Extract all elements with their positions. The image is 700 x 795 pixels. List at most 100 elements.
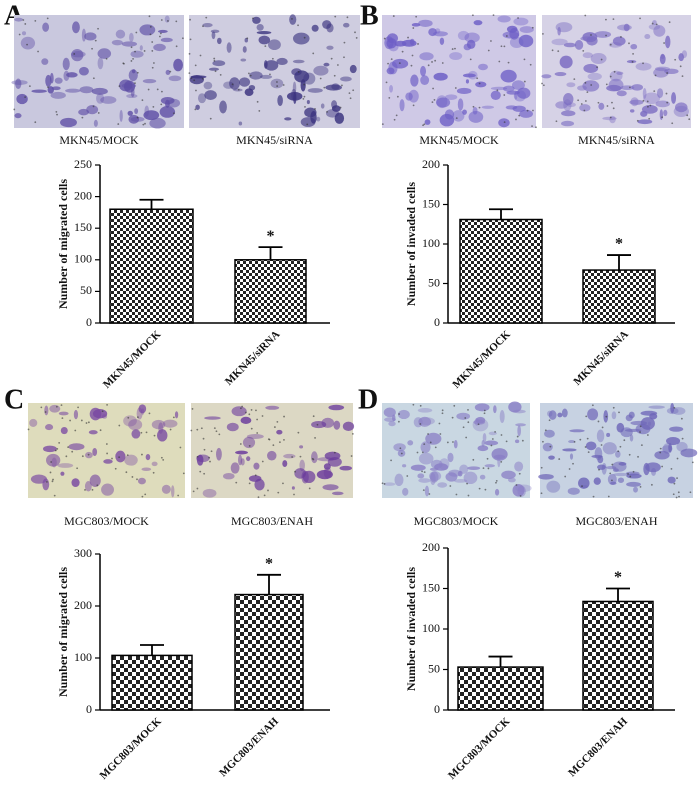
pore <box>582 49 585 52</box>
pore <box>600 444 603 446</box>
cell <box>629 99 644 105</box>
cell <box>616 71 624 75</box>
pore <box>432 87 434 90</box>
pore <box>676 477 678 480</box>
cell <box>497 15 511 23</box>
cell <box>88 430 98 435</box>
cell <box>197 93 207 104</box>
pore <box>495 481 497 484</box>
pore <box>175 20 178 23</box>
cell <box>93 119 98 127</box>
pore <box>106 452 109 455</box>
pore <box>13 108 16 111</box>
pore <box>314 437 316 439</box>
pore <box>586 437 589 440</box>
y-tick-label: 100 <box>74 650 92 664</box>
cell <box>238 454 243 466</box>
cell <box>249 71 263 80</box>
pore <box>137 416 139 419</box>
pore <box>249 74 252 77</box>
cell <box>115 450 126 463</box>
cell <box>464 32 480 43</box>
y-tick-label: 150 <box>74 220 92 234</box>
cell <box>673 105 689 118</box>
pore <box>431 101 434 104</box>
x-tick-label: MKN45/siRNA <box>571 328 631 388</box>
pore <box>81 455 84 458</box>
pore <box>276 81 278 83</box>
cell <box>410 464 426 471</box>
pore <box>423 123 426 126</box>
pore <box>213 427 216 430</box>
pore <box>591 404 594 407</box>
pore <box>237 88 240 91</box>
cell <box>97 48 112 59</box>
error-bar <box>606 587 630 602</box>
pore <box>303 36 306 39</box>
pore <box>438 422 441 425</box>
cell <box>289 14 297 25</box>
pore <box>312 458 315 461</box>
cell <box>582 52 593 59</box>
pore <box>422 489 425 492</box>
pore <box>446 441 449 444</box>
y-tick-label: 100 <box>74 252 92 266</box>
cell <box>282 460 288 468</box>
cell <box>340 76 352 82</box>
cell <box>331 491 344 496</box>
cell <box>326 45 334 50</box>
cell <box>126 94 138 99</box>
pore <box>407 36 409 39</box>
cell <box>640 417 655 430</box>
image-caption: MKN45/siRNA <box>236 133 313 147</box>
cell <box>129 32 134 43</box>
pore <box>134 50 136 53</box>
pore <box>348 92 351 95</box>
y-tick-label: 200 <box>422 157 440 171</box>
pore <box>303 95 306 98</box>
cell <box>96 93 105 104</box>
error-bar <box>140 644 164 656</box>
pore <box>487 467 490 470</box>
cell <box>78 108 90 116</box>
cell <box>242 436 256 449</box>
pore <box>193 79 196 82</box>
pore <box>24 23 27 25</box>
pore <box>261 415 264 417</box>
x-tick-label: MKN45/MOCK <box>450 328 513 391</box>
cell <box>499 410 505 424</box>
cell <box>292 81 297 95</box>
pore <box>172 416 175 419</box>
pore <box>203 448 206 451</box>
pore <box>336 64 339 66</box>
cell <box>63 70 70 81</box>
cell <box>410 74 419 87</box>
pore <box>263 494 266 497</box>
cell <box>424 485 430 497</box>
cell <box>519 26 534 33</box>
pore <box>84 489 86 491</box>
pore <box>628 42 630 45</box>
pore <box>111 457 113 460</box>
pore <box>618 411 620 414</box>
cell <box>103 459 113 464</box>
cell <box>73 409 79 420</box>
pore <box>653 90 656 92</box>
pore <box>44 411 47 413</box>
cell <box>276 57 288 65</box>
cell <box>574 40 584 50</box>
y-tick-label: 100 <box>422 621 440 635</box>
cell <box>388 421 396 427</box>
x-tick-label: MGC803/MOCK <box>446 715 513 782</box>
cell <box>145 453 151 461</box>
pore <box>213 59 216 62</box>
pore <box>627 472 629 475</box>
pore <box>623 439 626 442</box>
cell <box>413 417 423 428</box>
cell <box>60 117 77 128</box>
cell <box>195 104 200 110</box>
cell <box>602 116 617 121</box>
image-caption: MKN45/siRNA <box>578 133 655 147</box>
cell <box>153 43 166 52</box>
